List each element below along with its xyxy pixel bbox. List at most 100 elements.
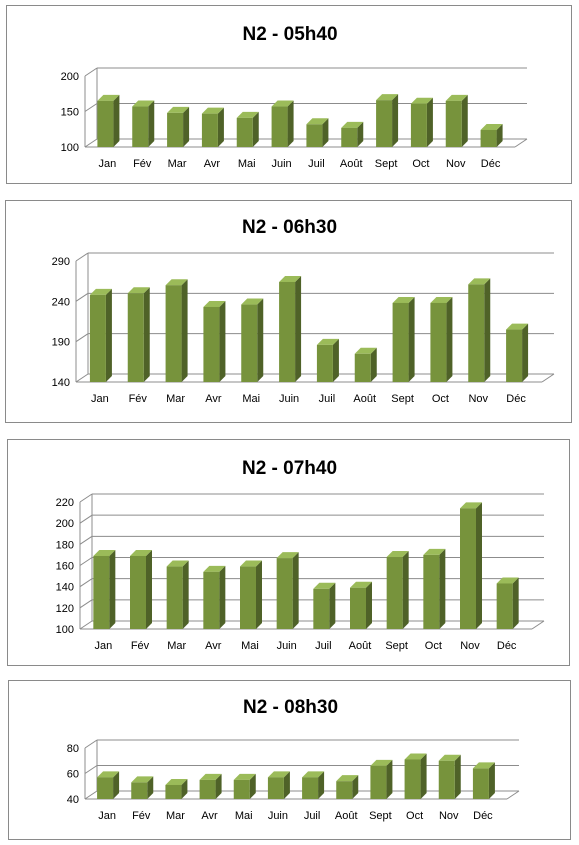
bar	[460, 508, 476, 629]
bar-side	[322, 118, 329, 147]
bar-side	[370, 347, 377, 382]
bar	[97, 100, 114, 147]
chart-title: N2 - 08h30	[243, 697, 338, 718]
bar-side	[182, 560, 189, 629]
bar-side	[109, 549, 116, 629]
bar	[423, 554, 440, 629]
gridline-depth	[84, 67, 98, 77]
bar-side	[454, 754, 461, 799]
chart-title: N2 - 07h40	[242, 458, 337, 479]
bar-top	[236, 111, 259, 118]
x-tick-label: Avr	[201, 810, 218, 822]
bar	[404, 759, 421, 799]
bar	[97, 777, 114, 799]
bar	[127, 293, 144, 382]
chart-0540: N2 - 05h40 100 150 200 Jan Fév Mar Avr Mai Juin Ju…	[61, 24, 528, 170]
bar-side	[113, 771, 120, 799]
chart-0740: N2 - 07h40 100 120 140 160 180 200 220 Jan Fév Mar…	[56, 458, 545, 652]
bar-side	[366, 581, 372, 629]
x-tick-label: Sept	[369, 810, 392, 822]
gridline-depth	[79, 578, 93, 588]
bar-top	[302, 771, 325, 778]
bar-side	[257, 298, 264, 382]
bar	[241, 304, 258, 382]
bar-side	[143, 287, 150, 382]
y-tick-label: 120	[56, 603, 74, 615]
bar-top	[350, 581, 372, 588]
x-tick-label: Mar	[167, 640, 186, 652]
bar	[410, 103, 427, 147]
bar-top	[386, 551, 409, 558]
chart-0630: N2 - 06h30 140 190 240 290 Jan Fév Mar Avr Mai Jui…	[52, 217, 555, 405]
y-tick-label: 100	[61, 142, 79, 154]
bar	[306, 124, 323, 147]
bar-side	[215, 773, 222, 799]
y-tick-label: 60	[67, 769, 79, 781]
bar-side	[496, 123, 503, 147]
x-tick-label: Déc	[481, 158, 501, 170]
bar	[267, 777, 284, 799]
bar	[350, 587, 366, 629]
x-tick-label: Fév	[133, 158, 152, 170]
bar	[370, 765, 387, 799]
bar-side	[283, 771, 290, 799]
bar-top	[438, 754, 461, 761]
bar-top	[201, 107, 224, 114]
bar-top	[506, 323, 529, 330]
bar-side	[148, 100, 155, 147]
bar-top	[410, 97, 433, 104]
bar	[506, 329, 523, 382]
bar-top	[316, 338, 339, 345]
gridline-depth	[79, 514, 93, 524]
chart-panel-0830: N2 - 08h30 40 60 80 Jan Fév Mar Avr Mai Juin Juil A…	[8, 680, 571, 840]
bar	[480, 129, 497, 147]
gridline-depth	[79, 620, 93, 630]
bar	[276, 558, 293, 629]
bar-side	[292, 552, 299, 629]
bar-side	[357, 121, 364, 147]
bar	[354, 353, 371, 382]
bar-side	[146, 549, 152, 629]
gridline-depth	[84, 138, 98, 148]
floor-right-edge	[531, 620, 545, 630]
bar	[336, 781, 353, 799]
gridline-depth	[84, 790, 98, 800]
bar	[313, 588, 330, 629]
bar-side	[249, 773, 256, 799]
x-tick-label: Jan	[98, 810, 116, 822]
bar	[167, 112, 184, 147]
x-tick-label: Mai	[242, 393, 260, 405]
chart-title: N2 - 05h40	[242, 24, 337, 45]
bar-side	[329, 582, 336, 629]
x-tick-label: Oct	[432, 393, 449, 405]
x-tick-label: Jan	[91, 393, 109, 405]
x-tick-label: Juil	[319, 393, 336, 405]
bar	[199, 779, 216, 799]
x-tick-label: Juin	[279, 393, 299, 405]
bar	[279, 281, 296, 382]
bar-top	[165, 279, 188, 286]
x-tick-label: Mar	[168, 158, 187, 170]
bar-side	[352, 775, 359, 799]
bar	[132, 106, 149, 147]
gridline-depth	[79, 535, 93, 545]
bar	[341, 127, 358, 147]
gridline-depth	[75, 252, 89, 262]
x-tick-label: Juil	[308, 158, 325, 170]
bar	[203, 571, 220, 629]
x-tick-label: Sept	[391, 393, 414, 405]
bar	[430, 302, 447, 382]
x-tick-label: Août	[353, 393, 376, 405]
bar-side	[318, 771, 325, 799]
bar-top	[267, 771, 290, 778]
y-tick-label: 140	[56, 582, 74, 594]
bar-top	[130, 549, 152, 556]
bar	[131, 782, 148, 799]
x-tick-label: Avr	[204, 158, 221, 170]
floor-right-edge	[506, 790, 520, 800]
bar-top	[480, 123, 503, 130]
bar-top	[97, 94, 120, 101]
bar-side	[332, 338, 339, 382]
bar-side	[219, 300, 226, 382]
y-tick-label: 40	[67, 794, 79, 806]
